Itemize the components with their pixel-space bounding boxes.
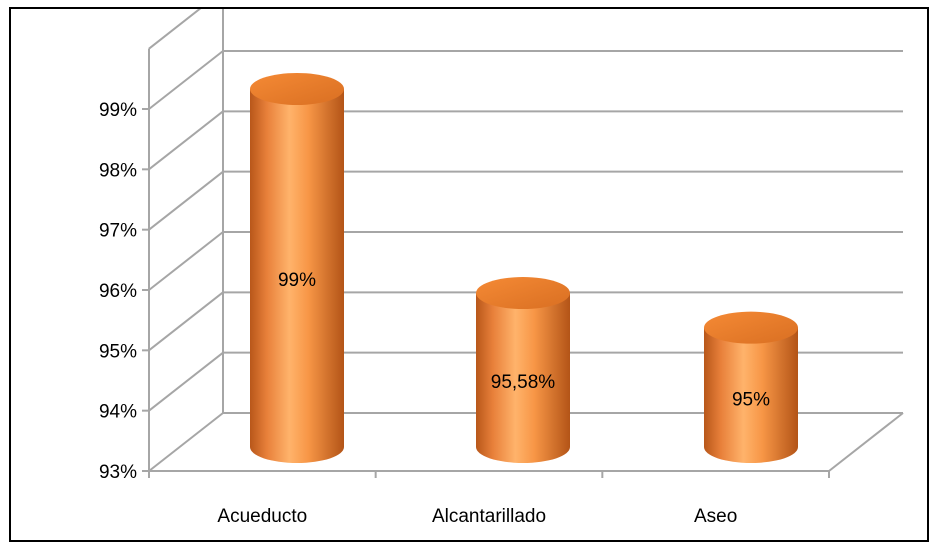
bar-cylinder <box>250 73 344 463</box>
gridline-side <box>148 110 224 171</box>
floor-edge <box>828 412 904 472</box>
gridline-side <box>148 9 202 50</box>
bar-top <box>704 311 798 344</box>
y-tick-label: 96% <box>99 281 137 302</box>
x-category-label: Alcantarillado <box>432 506 546 527</box>
y-tick-label: 93% <box>99 462 137 483</box>
x-category-label: Acueducto <box>217 506 307 527</box>
bar-value-label: 95,58% <box>491 372 556 393</box>
bar-body <box>250 89 344 463</box>
gridline-side <box>148 50 224 110</box>
chart-frame: 93% 94% 95% 96% 97% 98% 99% 99% Acueducto 95,58% A… <box>9 7 929 542</box>
y-tick-label: 99% <box>99 100 137 121</box>
y-tick-label: 98% <box>99 160 137 181</box>
gridline-side <box>148 231 224 291</box>
bar-top <box>250 73 344 105</box>
bar-body <box>704 327 798 463</box>
bar-value-label: 99% <box>278 270 316 291</box>
bar-top <box>476 277 570 310</box>
bars-layer <box>250 73 798 463</box>
y-tick-label: 95% <box>99 341 137 362</box>
gridline-side <box>148 170 224 231</box>
chart-svg: 93% 94% 95% 96% 97% 98% 99% 99% Acueducto 95,58% A… <box>99 9 904 527</box>
gridline-side <box>148 291 224 352</box>
bar-cylinder <box>476 277 570 463</box>
bar-body <box>476 293 570 463</box>
bar-value-label: 95% <box>732 389 770 410</box>
labels-layer: 93% 94% 95% 96% 97% 98% 99% 99% Acueducto 95,58% A… <box>99 100 770 527</box>
gridline-side <box>148 351 224 412</box>
y-tick-label: 94% <box>99 402 137 423</box>
gridline-side <box>148 412 224 472</box>
y-tick-label: 97% <box>99 221 137 242</box>
x-category-label: Aseo <box>694 506 737 527</box>
bar-cylinder <box>704 311 798 463</box>
